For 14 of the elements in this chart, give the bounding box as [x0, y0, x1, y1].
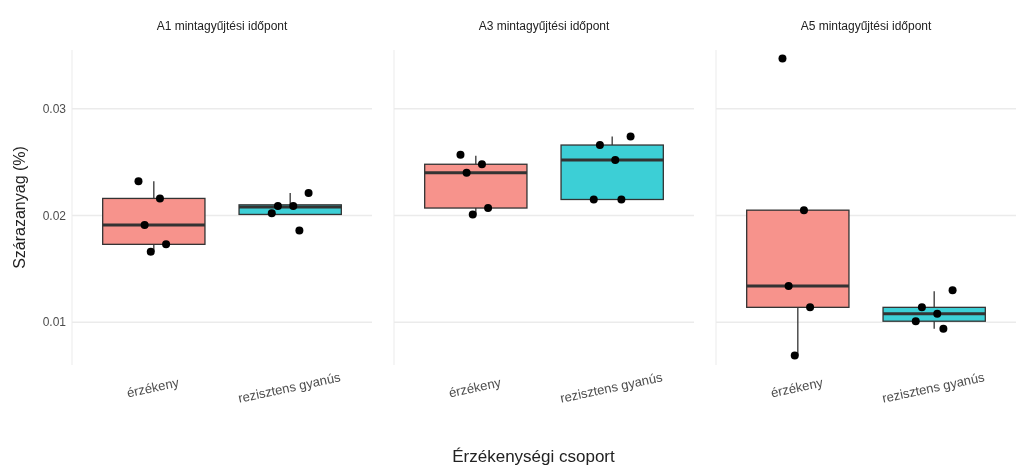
chart-title: A3 mintagyűjtési időpont	[478, 19, 611, 33]
y-tick-label: 0.02	[42, 208, 67, 223]
y-tick-label: 0.01	[42, 315, 67, 330]
y-tick-label: 0.03	[42, 101, 67, 116]
y-axis-title: Szárazanyag (%)	[11, 146, 28, 269]
x-tick-label: érzékeny	[447, 374, 503, 401]
x-axis-title: Érzékenységi csoport	[452, 447, 616, 466]
x-tick-label: rezisztens gyanús	[558, 369, 665, 406]
x-tick-label: rezisztens gyanús	[236, 369, 343, 406]
chart-title: A1 mintagyűjtési időpont	[156, 19, 289, 33]
x-tick-label: érzékeny	[769, 374, 825, 401]
x-tick-label: érzékeny	[125, 374, 181, 401]
chart-title: A5 mintagyűjtési időpont	[800, 19, 933, 33]
x-tick-label: rezisztens gyanús	[880, 369, 987, 406]
